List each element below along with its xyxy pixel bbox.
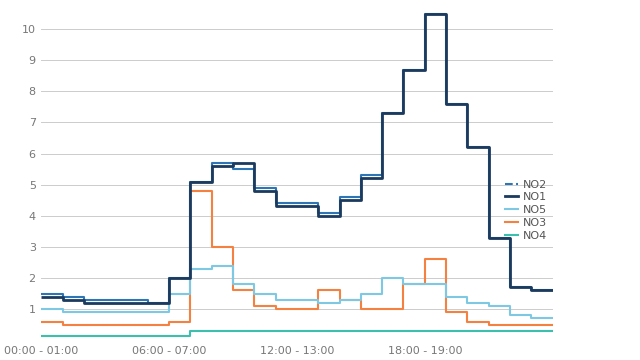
Legend: NO2, NO1, NO5, NO3, NO4: NO2, NO1, NO5, NO3, NO4 <box>505 180 547 240</box>
